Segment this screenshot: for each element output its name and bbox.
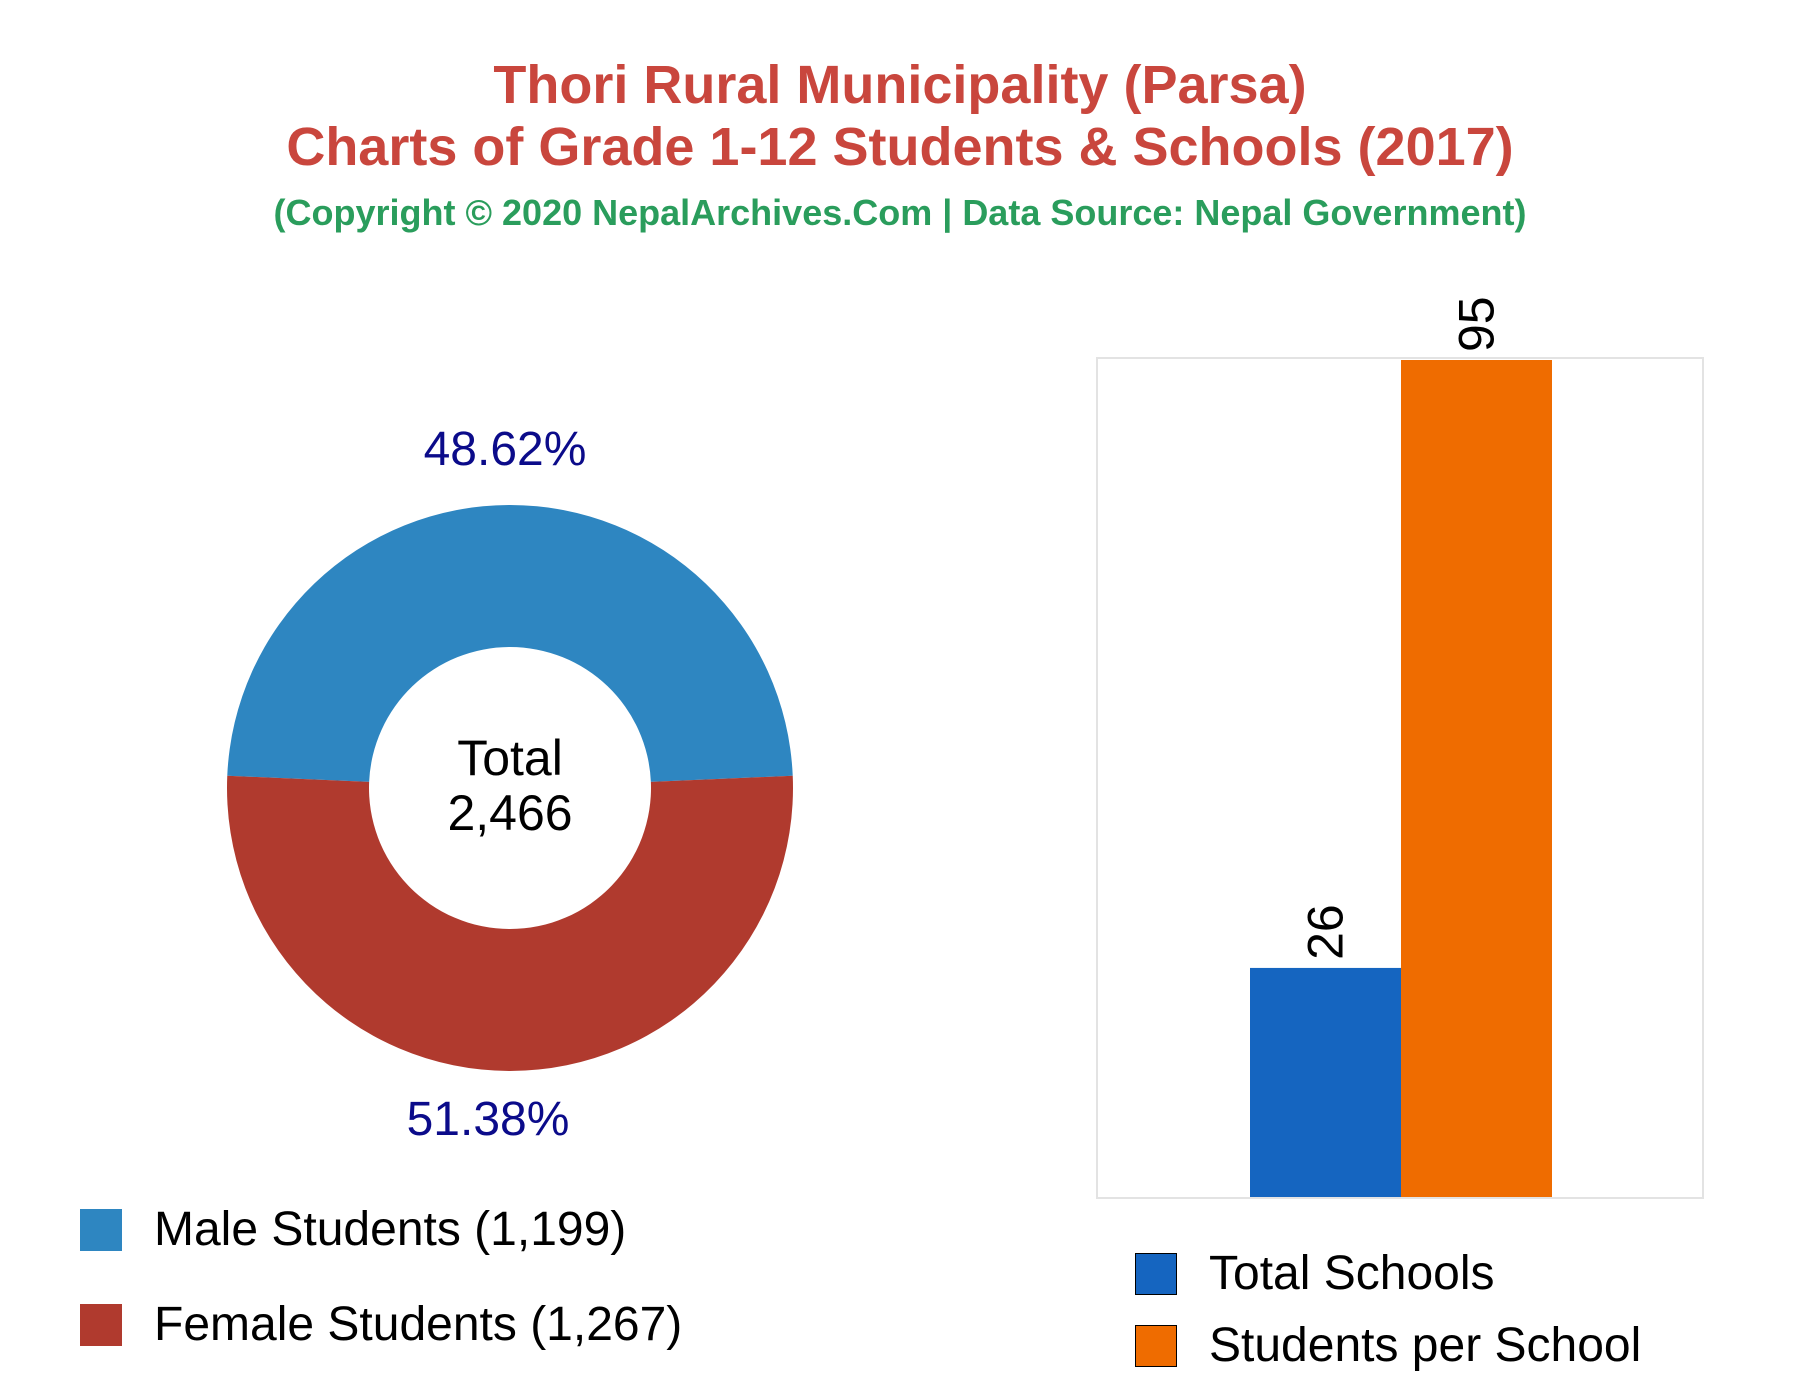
legend-item-total-schools: Total Schools xyxy=(1135,1246,1495,1301)
legend-item-female: Female Students (1,267) xyxy=(80,1297,682,1352)
chart-title-line2: Charts of Grade 1-12 Students & Schools … xyxy=(286,117,1514,177)
legend-swatch-total-schools xyxy=(1135,1252,1177,1295)
legend-swatch-students-per-school xyxy=(1135,1324,1177,1367)
donut-center-value: 2,466 xyxy=(447,785,572,841)
legend-label-students-per-school: Students per School xyxy=(1209,1319,1642,1372)
donut-slice-female xyxy=(226,775,793,1071)
bar-students-per-school xyxy=(1401,360,1552,1197)
bar-label-total-schools: 26 xyxy=(1298,904,1354,960)
legend-swatch-male xyxy=(80,1208,122,1251)
female-percent-label: 51.38% xyxy=(407,1093,570,1146)
bar-chart: 26 95 xyxy=(1250,296,1552,1197)
legend-label-female: Female Students (1,267) xyxy=(154,1298,683,1351)
legend-label-total-schools: Total Schools xyxy=(1209,1247,1495,1300)
chart-title-line1: Thori Rural Municipality (Parsa) xyxy=(493,55,1307,115)
legend-item-students-per-school: Students per School xyxy=(1135,1318,1641,1373)
bar-total-schools xyxy=(1250,967,1401,1197)
donut-chart xyxy=(226,505,793,1071)
legend-swatch-female xyxy=(80,1303,122,1346)
bar-label-students-per-school: 95 xyxy=(1449,296,1505,352)
donut-center-label: Total xyxy=(457,730,563,786)
male-percent-label: 48.62% xyxy=(424,423,587,476)
legend-item-male: Male Students (1,199) xyxy=(80,1202,626,1257)
legend-label-male: Male Students (1,199) xyxy=(154,1203,627,1256)
chart-subtitle: (Copyright © 2020 NepalArchives.Com | Da… xyxy=(273,192,1527,233)
donut-slice-male xyxy=(227,505,793,782)
